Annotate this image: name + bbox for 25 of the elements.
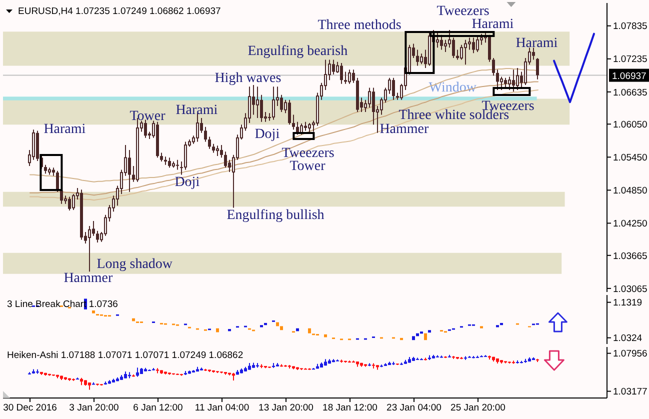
chart-title: Heiken-Ashi 1.07188 1.07071 1.07071 1.07249 1.06862 [7, 350, 244, 361]
bar [428, 330, 431, 333]
bar [276, 322, 279, 326]
y-tick-label: 1.07956 [613, 348, 648, 360]
x-tick-label: 3 Jan 20:00 [69, 402, 119, 414]
bar [308, 328, 311, 334]
x-tick-label: 11 Jan 04:00 [194, 402, 250, 414]
bar [400, 338, 403, 340]
y-tick-label: 1.0324 [613, 333, 642, 344]
bar [280, 326, 283, 330]
x-tick-label: 18 Jan 12:00 [322, 402, 378, 414]
x-tick-label: 23 Jan 04:00 [386, 402, 442, 414]
bar [500, 322, 503, 326]
bar [424, 333, 427, 340]
x-tick-label: 6 Jan 12:00 [133, 402, 183, 414]
bar [412, 336, 415, 340]
x-tick-label: 30 Dec 2016 [3, 402, 57, 414]
candlestick [136, 367, 139, 378]
y-tick-label: 1.1319 [613, 298, 642, 309]
x-tick-label: 13 Jan 20:00 [258, 402, 314, 414]
y-tick-label: 1.03065 [613, 284, 648, 295]
bar [264, 322, 267, 326]
bar [92, 310, 95, 314]
x-tick-label: 25 Jan 20:00 [450, 402, 506, 414]
y-tick-label: 1.03177 [613, 386, 648, 398]
